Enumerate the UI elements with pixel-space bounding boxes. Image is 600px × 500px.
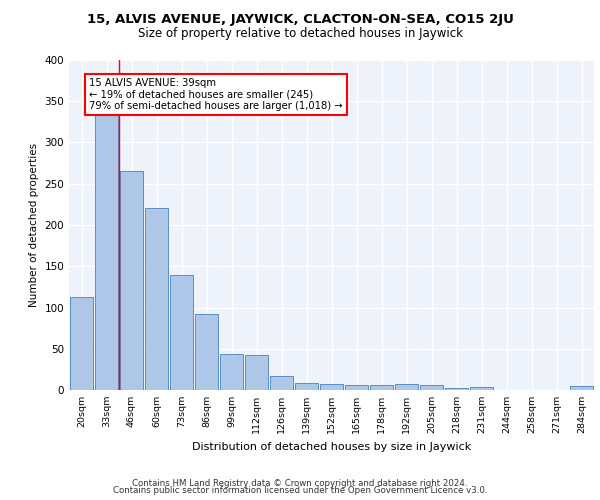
Bar [245, 354, 268, 390]
Bar [470, 386, 493, 390]
Bar [220, 354, 244, 390]
Text: Size of property relative to detached houses in Jaywick: Size of property relative to detached ho… [137, 28, 463, 40]
Text: Contains public sector information licensed under the Open Government Licence v3: Contains public sector information licen… [113, 486, 487, 495]
Text: Contains HM Land Registry data © Crown copyright and database right 2024.: Contains HM Land Registry data © Crown c… [132, 478, 468, 488]
Bar [445, 388, 469, 390]
Bar [269, 376, 293, 390]
Bar [320, 384, 343, 390]
X-axis label: Distribution of detached houses by size in Jaywick: Distribution of detached houses by size … [192, 442, 471, 452]
Bar [95, 114, 118, 390]
Text: 15, ALVIS AVENUE, JAYWICK, CLACTON-ON-SEA, CO15 2JU: 15, ALVIS AVENUE, JAYWICK, CLACTON-ON-SE… [86, 12, 514, 26]
Y-axis label: Number of detached properties: Number of detached properties [29, 143, 39, 307]
Bar [569, 386, 593, 390]
Bar [344, 385, 368, 390]
Bar [295, 382, 319, 390]
Bar [395, 384, 418, 390]
Bar [419, 385, 443, 390]
Bar [145, 208, 169, 390]
Bar [119, 172, 143, 390]
Bar [194, 314, 218, 390]
Bar [370, 385, 394, 390]
Bar [70, 297, 94, 390]
Text: 15 ALVIS AVENUE: 39sqm
← 19% of detached houses are smaller (245)
79% of semi-de: 15 ALVIS AVENUE: 39sqm ← 19% of detached… [89, 78, 343, 112]
Bar [170, 274, 193, 390]
